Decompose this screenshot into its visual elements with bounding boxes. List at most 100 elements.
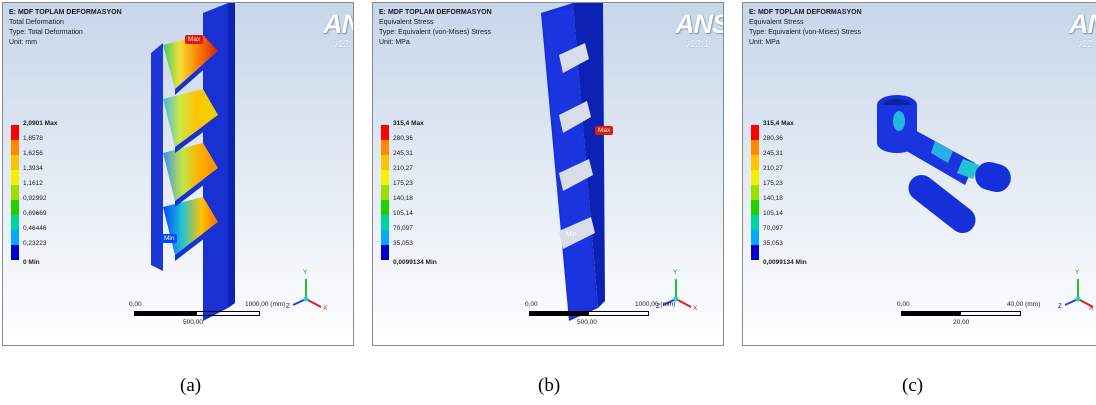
contour-legend-bar bbox=[751, 125, 759, 260]
scale-bar bbox=[529, 311, 649, 316]
scale-bar bbox=[134, 311, 260, 316]
legend-label: 1,1612 bbox=[23, 180, 43, 187]
model-view-shelf-stress bbox=[541, 3, 692, 321]
scale-start-label: 0,00 bbox=[129, 301, 142, 308]
model-title: E: MDF TOPLAM DEFORMASYON bbox=[9, 9, 122, 16]
ansys-version: v12.1 bbox=[333, 39, 353, 50]
result-header: E: MDF TOPLAM DEFORMASYON Equivalent Str… bbox=[379, 8, 492, 48]
legend-label: 140,18 bbox=[393, 195, 413, 202]
legend-max-label: 2,0901 Max bbox=[23, 120, 58, 127]
legend-label: 245,31 bbox=[763, 150, 783, 157]
shelf-1 bbox=[163, 35, 218, 89]
result-header: E: MDF TOPLAM DEFORMASYON Total Deformat… bbox=[9, 8, 122, 48]
axis-z-label: Z bbox=[656, 303, 660, 310]
shelf-back-edge bbox=[228, 3, 235, 308]
min-probe-tag: Min bbox=[161, 234, 178, 243]
legend-label: 35,053 bbox=[763, 240, 783, 247]
legend-label: 0,23223 bbox=[23, 240, 47, 247]
legend-label: 0,92992 bbox=[23, 195, 47, 202]
legend-label: 1,6256 bbox=[23, 150, 43, 157]
result-unit: Unit: mm bbox=[9, 39, 37, 46]
result-name: Equivalent Stress bbox=[749, 19, 804, 26]
axis-y-label: Y bbox=[1075, 269, 1080, 276]
result-unit: Unit: MPa bbox=[749, 39, 780, 46]
shelf-side-panel bbox=[151, 43, 163, 271]
legend-label: 0,69669 bbox=[23, 210, 47, 217]
shelf-2 bbox=[163, 89, 218, 147]
legend-max-label: 315,4 Max bbox=[763, 120, 794, 127]
model-view-shelf-deformation bbox=[151, 3, 322, 321]
axis-y-label: Y bbox=[303, 269, 308, 276]
result-name: Equivalent Stress bbox=[379, 19, 434, 26]
axis-x-label: X bbox=[693, 305, 698, 312]
scale-end-label: 1000,00 (mm) bbox=[635, 301, 676, 308]
shelf-slot bbox=[559, 217, 595, 249]
result-name: Total Deformation bbox=[9, 19, 64, 26]
axis-x-line bbox=[305, 298, 322, 308]
axis-z-label: Z bbox=[286, 303, 290, 310]
result-viewport-total-deformation[interactable]: E: MDF TOPLAM DEFORMASYON Total Deformat… bbox=[2, 2, 354, 346]
legend-label: 245,31 bbox=[393, 150, 413, 157]
model-title: E: MDF TOPLAM DEFORMASYON bbox=[379, 9, 492, 16]
shelf-back-panel bbox=[203, 3, 228, 321]
scale-start-label: 0,00 bbox=[897, 301, 910, 308]
result-viewport-equivalent-stress[interactable]: E: MDF TOPLAM DEFORMASYON Equivalent Str… bbox=[372, 2, 724, 346]
legend-label: 210,27 bbox=[763, 165, 783, 172]
legend-min-label: 0 Min bbox=[23, 259, 40, 266]
legend-label: 0,46446 bbox=[23, 225, 47, 232]
contour-legend-bar bbox=[381, 125, 389, 260]
max-probe-tag: Max bbox=[185, 35, 204, 44]
legend-min-label: 0,0099134 Min bbox=[393, 259, 437, 266]
connector-lower-bar bbox=[908, 174, 976, 234]
result-type: Type: Total Deformation bbox=[9, 29, 83, 36]
shelf-slot bbox=[559, 101, 591, 133]
axis-z-label: Z bbox=[1058, 303, 1062, 310]
legend-label: 210,27 bbox=[393, 165, 413, 172]
result-header: E: MDF TOPLAM DEFORMASYON Equivalent Str… bbox=[749, 8, 862, 48]
result-type: Type: Equivalent (von-Mises) Stress bbox=[379, 29, 492, 36]
legend-label: 105,14 bbox=[393, 210, 413, 217]
scale-mid-label: 500,00 bbox=[183, 319, 203, 326]
scale-end-label: 1000,00 (mm) bbox=[245, 301, 286, 308]
legend-label: 105,14 bbox=[763, 210, 783, 217]
legend-label: 280,36 bbox=[763, 135, 783, 142]
figure-caption-a: (a) bbox=[180, 375, 202, 396]
scale-start-label: 0,00 bbox=[525, 301, 538, 308]
scale-end-label: 40,00 (mm) bbox=[1007, 301, 1041, 308]
ansys-logo: ANSYS bbox=[675, 9, 723, 39]
legend-label: 280,36 bbox=[393, 135, 413, 142]
figure-caption-c: (c) bbox=[902, 375, 924, 396]
ansys-version: v12.1 bbox=[685, 39, 710, 50]
axis-y-label: Y bbox=[673, 269, 678, 276]
scale-mid-label: 500,00 bbox=[577, 319, 597, 326]
min-probe-tag: Min bbox=[566, 231, 577, 238]
legend-min-label: 0,0099134 Min bbox=[763, 259, 807, 266]
result-type: Type: Equivalent (von-Mises) Stress bbox=[749, 29, 862, 36]
model-view-connector-stress bbox=[877, 95, 1094, 308]
connector-end-cap bbox=[975, 161, 1011, 193]
legend-label: 70,097 bbox=[763, 225, 783, 232]
shelf-slot bbox=[559, 43, 589, 73]
legend-label: 175,23 bbox=[763, 180, 783, 187]
legend-label: 35,053 bbox=[393, 240, 413, 247]
legend-label: 1,8578 bbox=[23, 135, 43, 142]
result-viewport-connector-stress[interactable]: E: MDF TOPLAM DEFORMASYON Equivalent Str… bbox=[742, 2, 1096, 346]
legend-label: 175,23 bbox=[393, 180, 413, 187]
contour-legend-bar bbox=[11, 125, 19, 260]
shelf-slot bbox=[559, 159, 593, 191]
axis-x-label: X bbox=[1089, 305, 1094, 312]
model-title: E: MDF TOPLAM DEFORMASYON bbox=[749, 9, 862, 16]
figure-caption-b: (b) bbox=[538, 375, 561, 396]
result-unit: Unit: MPa bbox=[379, 39, 410, 46]
legend-label: 70,097 bbox=[393, 225, 413, 232]
scale-mid-label: 20,00 bbox=[953, 319, 970, 326]
legend-max-label: 315,4 Max bbox=[393, 120, 424, 127]
ansys-logo: ANSYS bbox=[323, 9, 353, 39]
axis-x-label: X bbox=[323, 305, 328, 312]
max-probe-tag: Max bbox=[595, 126, 614, 135]
legend-label: 140,18 bbox=[763, 195, 783, 202]
scale-bar bbox=[901, 311, 1021, 316]
shelf-3 bbox=[163, 143, 218, 201]
legend-label: 1,3934 bbox=[23, 165, 43, 172]
ansys-version: v12 bbox=[1077, 39, 1094, 50]
